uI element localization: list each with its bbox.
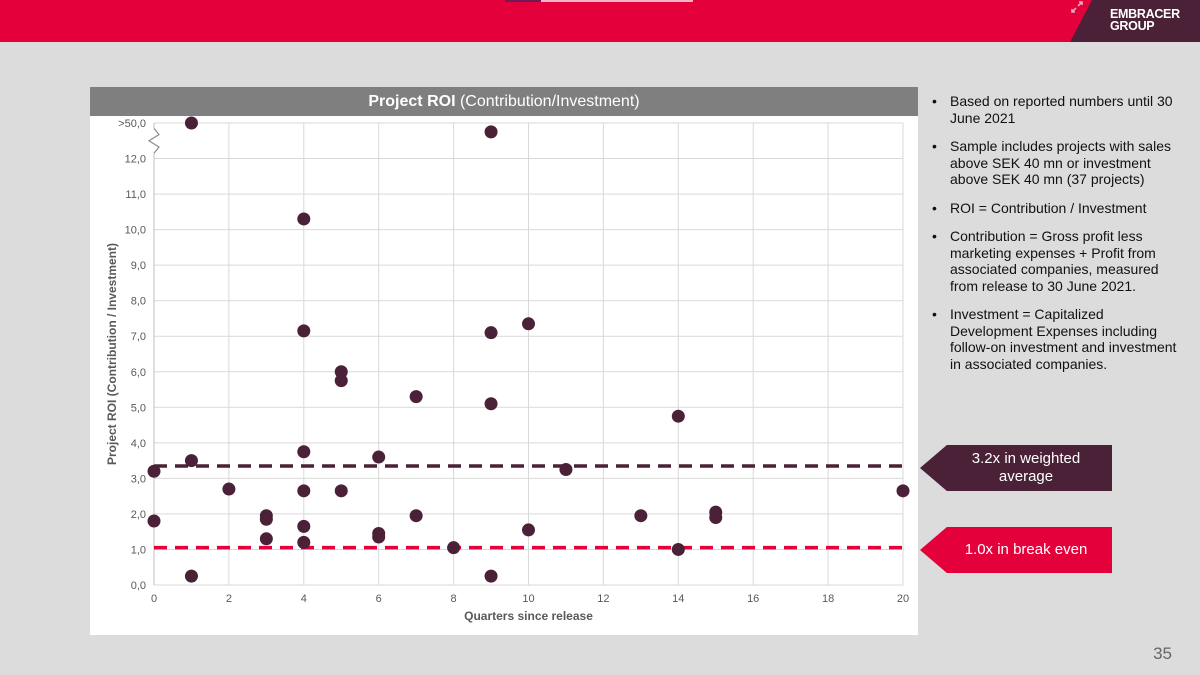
data-point [297, 445, 311, 459]
data-point [222, 482, 236, 496]
data-point [297, 535, 311, 549]
data-point [409, 509, 423, 523]
page-number: 35 [1153, 644, 1172, 663]
data-point [297, 324, 311, 338]
note-item: ROI = Contribution / Investment [930, 200, 1180, 217]
data-point [184, 569, 198, 583]
x-tick-label: 16 [747, 593, 759, 605]
logo-line-2: GROUP [1110, 18, 1155, 33]
data-point [559, 463, 573, 476]
company-logo: EMBRACER GROUP [1070, 0, 1200, 42]
x-tick-label: 0 [151, 593, 157, 605]
y-tick-label: 10,0 [125, 225, 146, 237]
note-item: Investment = Capitalized Development Exp… [930, 306, 1180, 372]
logo-line-1: EMBRACER [1110, 7, 1180, 21]
y-tick-label: 4,0 [131, 438, 146, 450]
data-point [259, 512, 273, 526]
data-point [184, 454, 198, 468]
data-point [372, 530, 386, 544]
data-point [147, 464, 161, 478]
weighted-average-label: 3.2x in weighted average [971, 450, 1081, 485]
x-tick-label: 2 [226, 593, 232, 605]
data-point [484, 125, 498, 139]
y-tick-label: 7,0 [131, 331, 146, 343]
y-tick-label: 8,0 [131, 296, 146, 308]
y-tick-label: 11,0 [125, 189, 146, 201]
data-point [634, 509, 648, 523]
data-point [671, 542, 685, 556]
data-point [372, 450, 386, 464]
chart-title-bold: Project ROI [368, 93, 456, 110]
data-point [447, 541, 461, 555]
break-even-callout: 1.0x in break even [920, 527, 1112, 573]
data-point [297, 519, 311, 533]
x-tick-label: 8 [451, 593, 457, 605]
data-point [334, 484, 348, 498]
data-point [297, 484, 311, 498]
x-tick-label: 6 [376, 593, 382, 605]
progress-tab-active [505, 0, 541, 2]
break-even-label: 1.0x in break even [964, 541, 1088, 558]
data-point [334, 374, 348, 388]
progress-tab [505, 0, 693, 2]
data-point [334, 365, 348, 379]
logo-badge-shape [1070, 0, 1200, 42]
axis-break-icon [147, 127, 160, 154]
notes-list: Based on reported numbers until 30 June … [930, 93, 1180, 384]
data-point [522, 523, 535, 537]
data-point [522, 317, 535, 331]
data-point [184, 116, 198, 130]
x-tick-label: 14 [672, 593, 684, 605]
x-tick-label: 12 [597, 593, 609, 605]
chart-title-rest: (Contribution/Investment) [459, 93, 640, 110]
y-tick-label: 5,0 [131, 402, 146, 414]
y-tick-label: 3,0 [131, 473, 146, 485]
data-point [147, 514, 161, 528]
expand-arrows-icon[interactable] [1070, 0, 1084, 14]
x-axis-label: Quarters since release [464, 609, 593, 623]
top-bar: EMBRACER GROUP [0, 0, 1200, 42]
data-point [259, 532, 273, 546]
data-point [484, 569, 498, 583]
axis-break-mask [148, 128, 160, 154]
note-item: Based on reported numbers until 30 June … [930, 93, 1180, 126]
data-point [484, 397, 498, 411]
y-tick-label: 2,0 [131, 509, 146, 521]
y-tick-label: 1,0 [131, 544, 146, 556]
y-tick-label: 6,0 [131, 367, 146, 379]
scatter-plot: 0 2 4 6 8 10 12 14 16 18 20 0,0 1,0 2,0 3,0 4,0 5,0 6,0 7,… [105, 116, 910, 623]
data-point [709, 510, 723, 524]
data-point [896, 484, 910, 498]
note-item: Contribution = Gross profit less marketi… [930, 228, 1180, 294]
y-tick-label: 9,0 [131, 260, 146, 272]
data-point [409, 390, 423, 404]
x-tick-label: 18 [822, 593, 834, 605]
data-point [484, 326, 498, 340]
chart-panel: Project ROI (Contribution/Investment) 0 2… [90, 87, 918, 635]
y-tick-label: >50,0 [118, 118, 146, 130]
note-item: Sample includes projects with sales abov… [930, 138, 1180, 188]
x-tick-label: 4 [301, 593, 307, 605]
x-tick-label: 10 [522, 593, 534, 605]
logo-text: EMBRACER GROUP [1110, 7, 1180, 33]
data-point [671, 409, 685, 423]
y-axis-label: Project ROI (Contribution / Investment) [105, 243, 119, 465]
data-point [297, 212, 311, 226]
x-tick-label: 20 [897, 593, 909, 605]
y-tick-label: 12,0 [125, 154, 146, 166]
weighted-average-callout: 3.2x in weighted average [920, 445, 1112, 491]
y-tick-label: 0,0 [131, 580, 146, 592]
chart-title: Project ROI (Contribution/Investment) [90, 87, 918, 116]
